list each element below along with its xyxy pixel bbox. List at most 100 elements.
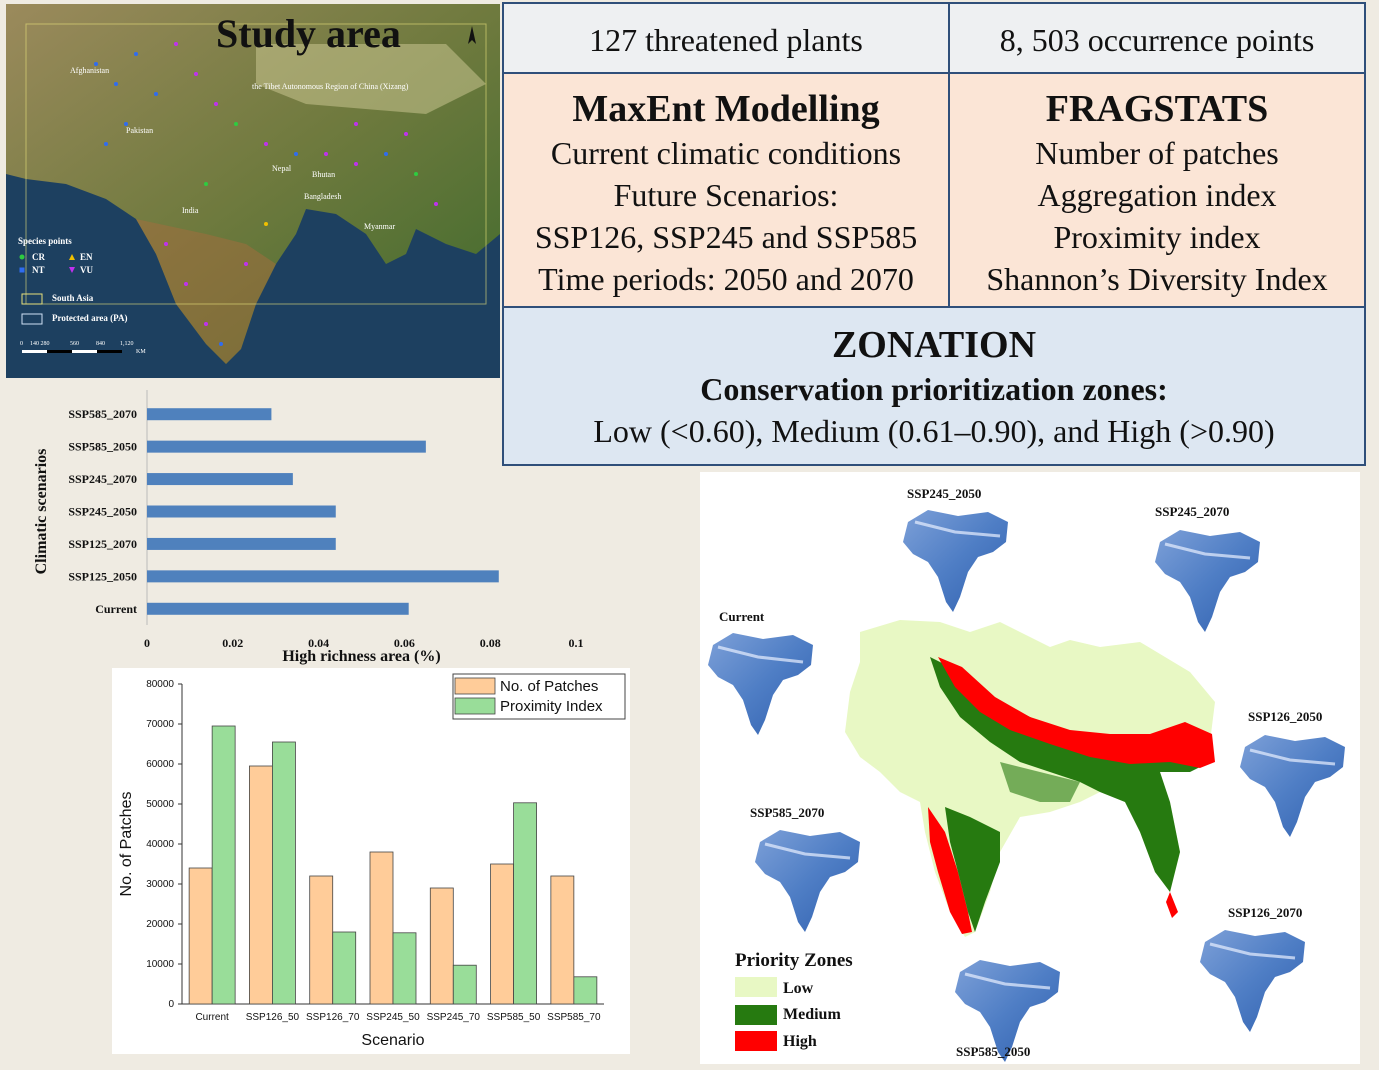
hbar-x-tick-3: 0.06 [394, 636, 415, 650]
legend-nt: NT [32, 265, 45, 275]
legend-species-title: Species points [18, 236, 72, 246]
study-area-title: Study area [216, 11, 401, 56]
hbar-category-label-6: Current [95, 602, 137, 616]
label-ssp585-2050: SSP585_2050 [956, 1044, 1031, 1059]
north-arrow-icon [468, 26, 476, 44]
hbar-x-axis-label: High richness area (%) [282, 648, 440, 665]
legend-vu: VU [80, 265, 93, 275]
threatened-plants-text: 127 threatened plants [589, 22, 863, 58]
hbar-bar-2 [147, 473, 293, 486]
vbar-category-label-0: Current [195, 1012, 229, 1023]
hbar-category-label-5: SSP125_2050 [68, 569, 137, 583]
fragstats-line-4: Shannon’s Diversity Index [986, 261, 1328, 297]
mini-map-ssp126-2070 [1200, 930, 1305, 1032]
vbar-category-label-5: SSP585_50 [487, 1012, 541, 1023]
zonation-box: ZONATION Conservation prioritization zon… [502, 306, 1366, 466]
label-current: Current [719, 609, 765, 624]
label-bangladesh: Bangladesh [304, 192, 342, 201]
threatened-plants-box: 127 threatened plants [502, 2, 950, 74]
vbar-bar-0-0 [188, 867, 213, 1005]
vbar-y-tick-4: 40000 [146, 839, 174, 850]
mini-map-ssp126-2050 [1240, 735, 1345, 837]
vbar-bar-1-6 [573, 976, 598, 1005]
priority-legend-title: Priority Zones [735, 950, 853, 971]
mini-map-ssp245-2070 [1155, 530, 1260, 632]
legend-south-asia: South Asia [52, 293, 94, 303]
priority-legend-low: Low [783, 980, 814, 997]
legend-en: EN [80, 252, 93, 262]
maxent-box: MaxEnt Modelling Current climatic condit… [502, 72, 950, 308]
label-myanmar: Myanmar [364, 222, 396, 231]
scale-unit: KM [136, 349, 146, 355]
zonation-subtitle: Conservation prioritization zones: [700, 371, 1168, 407]
fragstats-box: FRAGSTATS Number of patches Aggregation … [948, 72, 1366, 308]
label-tibet: the Tibet Autonomous Region of China (Xi… [252, 82, 409, 91]
legend-protected-area: Protected area (PA) [52, 313, 128, 323]
vbar-bar-1-1 [272, 741, 296, 1005]
scale-tick-4: 1,120 [120, 341, 134, 347]
maxent-title: MaxEnt Modelling [572, 88, 880, 130]
maxent-line-3: SSP126, SSP245 and SSP585 [534, 219, 918, 255]
patches-proximity-bar-chart: 0 10000 20000 30000 40000 50000 60000 70000 8000… [112, 668, 630, 1054]
vbar-legend-label-0: No. of Patches [500, 678, 598, 695]
vbar-bar-0-5 [490, 863, 514, 1005]
high-richness-chart-svg: SSP585_2070 SSP585_2050 SSP245_2070 SSP245_… [33, 390, 584, 665]
vbar-y-tick-6: 60000 [146, 759, 174, 770]
vbar-legend-label-1: Proximity Index [500, 698, 603, 715]
label-bhutan: Bhutan [312, 170, 336, 179]
vbar-category-label-2: SSP126_70 [306, 1012, 360, 1023]
main-priority-map [845, 620, 1215, 937]
study-area-map: Study area Afghanistan Pakistan the Tibe… [6, 4, 500, 378]
vbar-bar-1-2 [332, 931, 357, 1005]
priority-legend-high: High [783, 1033, 817, 1050]
fragstats-line-1: Number of patches [1035, 135, 1279, 171]
label-ssp245-2070: SSP245_2070 [1155, 504, 1230, 519]
fragstats-line-3: Proximity index [1053, 219, 1261, 255]
hbar-category-label-4: SSP125_2070 [68, 537, 137, 551]
vbar-x-axis-label: Scenario [361, 1032, 424, 1049]
scale-tick-0: 0 [20, 341, 23, 347]
vbar-bar-0-1 [249, 765, 273, 1005]
vbar-bar-1-3 [392, 932, 417, 1005]
hbar-bar-4 [147, 537, 336, 550]
label-ssp126-2050: SSP126_2050 [1248, 709, 1323, 724]
vbar-legend-swatch-0 [454, 677, 496, 695]
vbar-category-label-4: SSP245_70 [427, 1012, 481, 1023]
vbar-bar-0-2 [309, 875, 334, 1005]
priority-zones-panel: SSP245_2050 SSP245_2070 Current SSP126_2… [700, 472, 1360, 1064]
maxent-line-4: Time periods: 2050 and 2070 [538, 261, 914, 297]
hbar-bar-3 [147, 505, 336, 518]
hbar-x-tick-0: 0 [144, 636, 150, 650]
vbar-category-label-3: SSP245_50 [366, 1012, 420, 1023]
hbar-x-tick-5: 0.1 [569, 636, 584, 650]
vbar-bar-1-0 [211, 725, 236, 1005]
fragstats-title: FRAGSTATS [1045, 88, 1269, 130]
label-ssp585-2070: SSP585_2070 [750, 805, 825, 820]
vbar-y-tick-8: 80000 [146, 679, 174, 690]
patches-proximity-chart-svg: 0 10000 20000 30000 40000 50000 60000 70000 8000… [118, 673, 626, 1049]
vbar-category-label-1: SSP126_50 [246, 1012, 300, 1023]
maxent-line-1: Current climatic conditions [550, 135, 902, 171]
vbar-y-tick-0: 0 [168, 999, 174, 1010]
vbar-y-tick-3: 30000 [146, 879, 174, 890]
vbar-y-tick-2: 20000 [146, 919, 174, 930]
mini-map-ssp585-2070 [755, 830, 860, 932]
scale-tick-2: 560 [70, 341, 79, 347]
vbar-category-label-6: SSP585_70 [547, 1012, 601, 1023]
vbar-bar-1-5 [513, 802, 537, 1005]
vbar-bar-1-4 [452, 964, 477, 1005]
mini-map-current [708, 633, 813, 735]
occurrence-points-box: 8, 503 occurrence points [948, 2, 1366, 74]
vbar-bar-0-3 [369, 851, 394, 1005]
high-richness-bar-chart: SSP585_2070 SSP585_2050 SSP245_2070 SSP245_… [20, 380, 600, 670]
fragstats-line-2: Aggregation index [1037, 177, 1277, 213]
study-area-map-graphic [6, 4, 500, 378]
priority-legend-medium: Medium [783, 1006, 841, 1023]
vbar-y-tick-5: 50000 [146, 799, 174, 810]
species-points [94, 42, 438, 346]
label-india: India [182, 206, 199, 215]
vbar-y-axis-label: No. of Patches [118, 792, 135, 897]
label-pakistan: Pakistan [126, 126, 154, 135]
hbar-category-label-3: SSP245_2050 [68, 505, 137, 519]
hbar-category-label-1: SSP585_2050 [68, 440, 137, 454]
